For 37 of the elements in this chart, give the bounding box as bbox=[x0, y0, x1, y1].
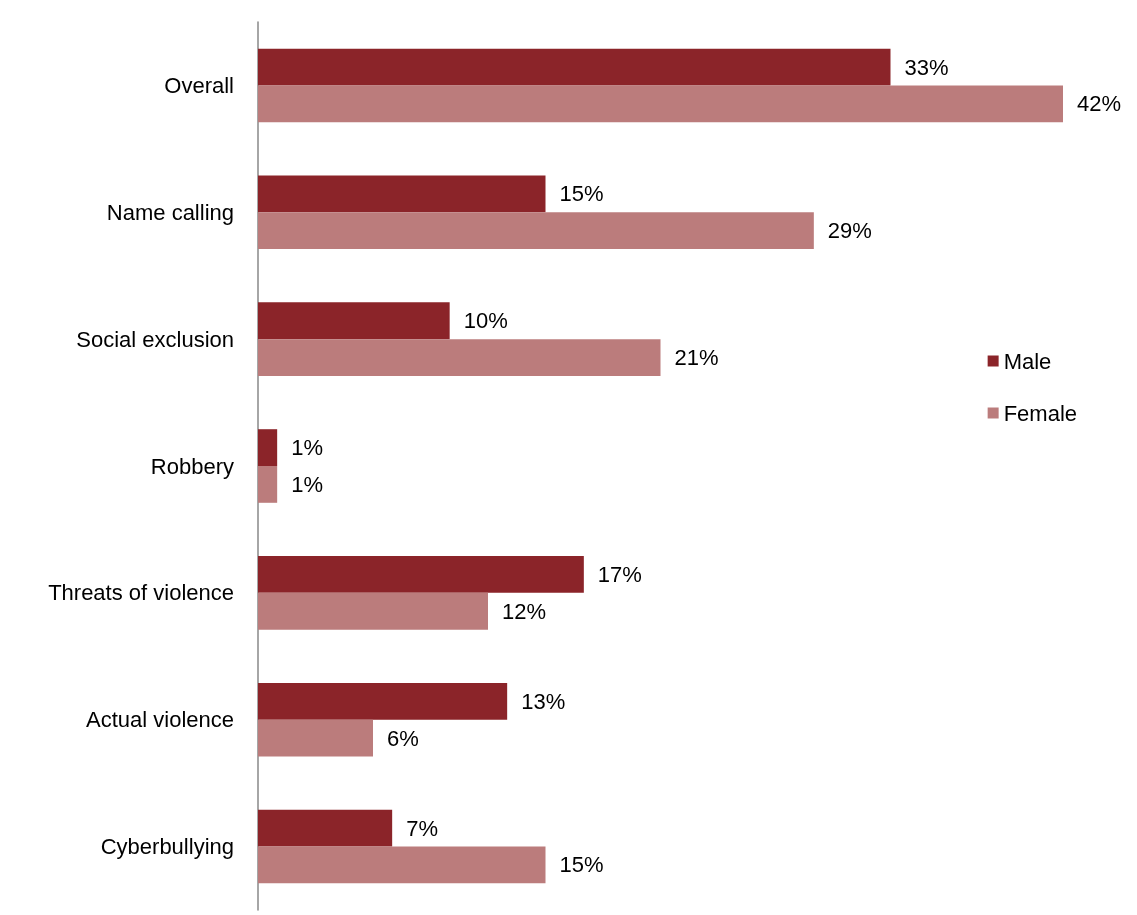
legend-label: Male bbox=[1003, 348, 1052, 374]
data-label: 29% bbox=[827, 218, 872, 244]
data-label: 21% bbox=[674, 345, 719, 371]
bar bbox=[258, 592, 488, 630]
bar bbox=[258, 212, 814, 250]
bar bbox=[258, 846, 546, 884]
bar bbox=[258, 809, 393, 847]
bar bbox=[258, 466, 278, 503]
data-label: 17% bbox=[597, 561, 642, 587]
data-label: 42% bbox=[1077, 91, 1122, 117]
data-label: 7% bbox=[406, 815, 438, 841]
data-label: 15% bbox=[559, 181, 604, 207]
y-tick-label: Cyberbullying bbox=[100, 834, 234, 860]
y-tick-label: Actual violence bbox=[86, 707, 234, 733]
bar bbox=[258, 682, 508, 720]
bar bbox=[258, 339, 661, 376]
y-tick-label: Social exclusion bbox=[76, 326, 234, 352]
legend-label: Female bbox=[1003, 400, 1077, 426]
data-label: 10% bbox=[463, 308, 508, 334]
data-label: 33% bbox=[904, 54, 949, 80]
data-label: 1% bbox=[291, 471, 323, 497]
bar bbox=[258, 429, 278, 466]
y-tick-label: Threats of violence bbox=[48, 580, 234, 606]
data-label: 1% bbox=[291, 435, 323, 461]
y-tick-label: Overall bbox=[164, 72, 234, 98]
data-label: 12% bbox=[502, 598, 547, 624]
bar bbox=[258, 302, 450, 340]
bar bbox=[258, 48, 891, 86]
data-label: 13% bbox=[521, 688, 566, 714]
data-label: 6% bbox=[387, 725, 419, 751]
data-label: 15% bbox=[559, 852, 604, 878]
y-tick-label: Robbery bbox=[150, 453, 234, 479]
bar bbox=[258, 556, 584, 593]
bar bbox=[258, 85, 1063, 123]
y-tick-label: Name calling bbox=[106, 199, 234, 225]
bar bbox=[258, 719, 373, 757]
bar bbox=[258, 175, 546, 213]
